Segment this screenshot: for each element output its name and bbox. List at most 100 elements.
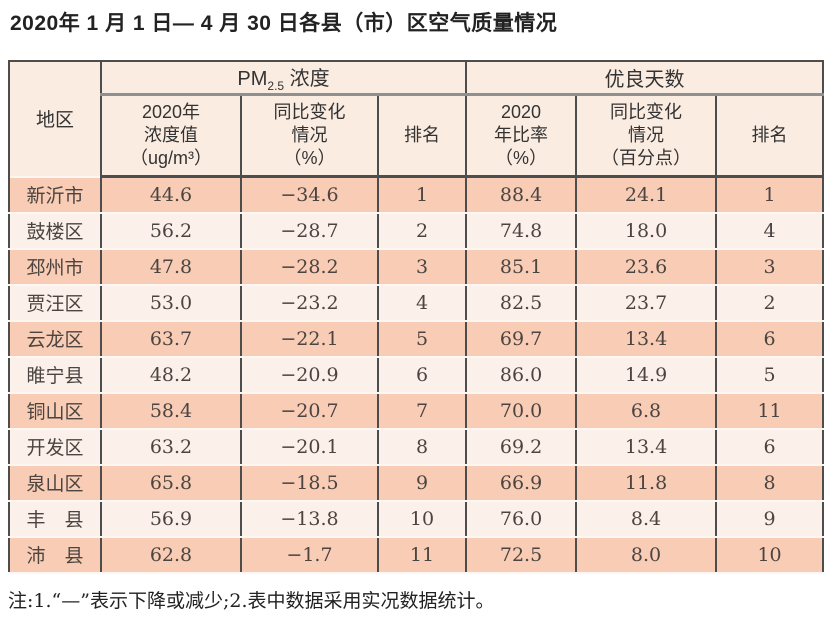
days-change-cell: 23.7 — [575, 283, 718, 322]
days-rate-cell: 66.9 — [465, 463, 578, 502]
days-rate-cell: 88.4 — [465, 175, 578, 214]
pm-change-cell: −28.7 — [240, 211, 379, 250]
pm-rank-cell: 3 — [376, 247, 468, 286]
air-quality-table: 地区 PM2.5 浓度 优良天数 2020年 浓度值 （ug/m³） 同比变化 … — [8, 60, 825, 574]
pm-change-cell: −20.1 — [240, 427, 379, 466]
pm-rank-cell: 9 — [376, 463, 468, 502]
sub-header-row: 2020年 浓度值 （ug/m³） 同比变化 情况 （%） 排名 2020 年比… — [9, 94, 825, 178]
table-row: 睢宁县 48.2 −20.9 6 86.0 14.9 5 — [8, 355, 825, 394]
table-row: 沛 县 62.8 −1.7 11 72.5 8.0 10 — [8, 535, 825, 574]
pm-value-cell: 56.2 — [100, 211, 242, 250]
days-rate-cell: 74.8 — [465, 211, 578, 250]
days-change-cell: 18.0 — [575, 211, 718, 250]
pm-rank-cell: 2 — [376, 211, 468, 250]
region-cell: 丰 县 — [8, 499, 102, 538]
header-pm-change: 同比变化 情况 （%） — [240, 94, 379, 178]
pm-change-cell: −13.8 — [240, 499, 379, 538]
days-rank-cell: 1 — [715, 175, 825, 214]
pm-change-cell: −20.9 — [240, 355, 379, 394]
days-rank-cell: 6 — [715, 427, 825, 466]
days-change-cell: 14.9 — [575, 355, 718, 394]
pm-label-suffix: 浓度 — [289, 68, 330, 90]
pm-rank-cell: 6 — [376, 355, 468, 394]
pm-rank-cell: 5 — [376, 319, 468, 358]
days-rate-cell: 72.5 — [465, 535, 578, 574]
header-days-change: 同比变化 情况 （百分点） — [575, 94, 718, 178]
days-change-cell: 8.4 — [575, 499, 718, 538]
page: 2020年 1 月 1 日— 4 月 30 日各县（市）区空气质量情况 地区 P… — [0, 10, 825, 630]
region-cell: 铜山区 — [8, 391, 102, 430]
header-days-group: 优良天数 — [465, 61, 825, 96]
days-rank-cell: 11 — [715, 391, 825, 430]
days-rate-cell: 69.2 — [465, 427, 578, 466]
days-rank-cell: 9 — [715, 499, 825, 538]
days-change-cell: 23.6 — [575, 247, 718, 286]
pm-change-cell: −28.2 — [240, 247, 379, 286]
header-region: 地区 — [8, 61, 102, 177]
region-cell: 云龙区 — [8, 319, 102, 358]
pm-label-subscript: 2.5 — [267, 79, 285, 93]
table-row: 铜山区 58.4 −20.7 7 70.0 6.8 11 — [8, 391, 825, 430]
days-rate-cell: 76.0 — [465, 499, 578, 538]
days-rank-cell: 2 — [715, 283, 825, 322]
group-header-row: 地区 PM2.5 浓度 优良天数 — [8, 61, 825, 177]
region-cell: 鼓楼区 — [8, 211, 102, 250]
days-rate-cell: 86.0 — [465, 355, 578, 394]
header-days-rank: 排名 — [715, 94, 825, 178]
table-header: 地区 PM2.5 浓度 优良天数 2020年 浓度值 （ug/m³） 同比变化 … — [8, 61, 825, 178]
pm-rank-cell: 1 — [376, 175, 468, 214]
days-change-cell: 11.8 — [575, 463, 718, 502]
table-row: 贾汪区 53.0 −23.2 4 82.5 23.7 2 — [8, 283, 825, 322]
pm-value-cell: 53.0 — [100, 283, 242, 322]
days-rate-cell: 85.1 — [465, 247, 578, 286]
pm-change-cell: −34.6 — [240, 175, 379, 214]
pm-value-cell: 65.8 — [100, 463, 242, 502]
days-change-cell: 13.4 — [575, 319, 718, 358]
days-rate-cell: 70.0 — [465, 391, 578, 430]
table-row: 新沂市 44.6 −34.6 1 88.4 24.1 1 — [8, 175, 825, 214]
pm-rank-cell: 4 — [376, 283, 468, 322]
days-rank-cell: 5 — [715, 355, 825, 394]
pm-change-cell: −23.2 — [240, 283, 379, 322]
table-row: 鼓楼区 56.2 −28.7 2 74.8 18.0 4 — [8, 211, 825, 250]
days-rank-cell: 8 — [715, 463, 825, 502]
table-row: 泉山区 65.8 −18.5 9 66.9 11.8 8 — [8, 463, 825, 502]
header-pm-value: 2020年 浓度值 （ug/m³） — [100, 94, 242, 178]
region-cell: 开发区 — [8, 427, 102, 466]
pm-change-cell: −20.7 — [240, 391, 379, 430]
region-cell: 睢宁县 — [8, 355, 102, 394]
days-rank-cell: 10 — [715, 535, 825, 574]
region-cell: 泉山区 — [8, 463, 102, 502]
table-row: 邳州市 47.8 −28.2 3 85.1 23.6 3 — [8, 247, 825, 286]
pm-rank-cell: 10 — [376, 499, 468, 538]
pm-value-cell: 56.9 — [100, 499, 242, 538]
header-pm-rank: 排名 — [376, 94, 468, 178]
footnote: 注:1.“—”表示下降或减少;2.表中数据采用实况数据统计。 — [8, 589, 495, 612]
region-cell: 沛 县 — [8, 535, 102, 574]
table-row: 开发区 63.2 −20.1 8 69.2 13.4 6 — [8, 427, 825, 466]
days-rate-cell: 69.7 — [465, 319, 578, 358]
days-rate-cell: 82.5 — [465, 283, 578, 322]
pm-rank-cell: 7 — [376, 391, 468, 430]
days-change-cell: 8.0 — [575, 535, 718, 574]
region-cell: 新沂市 — [8, 175, 102, 214]
days-rank-cell: 4 — [715, 211, 825, 250]
table-row: 丰 县 56.9 −13.8 10 76.0 8.4 9 — [8, 499, 825, 538]
pm-value-cell: 48.2 — [100, 355, 242, 394]
page-title: 2020年 1 月 1 日— 4 月 30 日各县（市）区空气质量情况 — [10, 12, 558, 35]
pm-value-cell: 47.8 — [100, 247, 242, 286]
days-rank-cell: 3 — [715, 247, 825, 286]
pm-value-cell: 63.2 — [100, 427, 242, 466]
pm-value-cell: 58.4 — [100, 391, 242, 430]
days-change-cell: 6.8 — [575, 391, 718, 430]
pm-rank-cell: 8 — [376, 427, 468, 466]
region-cell: 贾汪区 — [8, 283, 102, 322]
header-pm-group: PM2.5 浓度 — [99, 61, 468, 96]
pm-change-cell: −1.7 — [240, 535, 379, 574]
pm-rank-cell: 11 — [376, 535, 468, 574]
days-change-cell: 13.4 — [575, 427, 718, 466]
table-row: 云龙区 63.7 −22.1 5 69.7 13.4 6 — [8, 319, 825, 358]
table-body: 新沂市 44.6 −34.6 1 88.4 24.1 1 鼓楼区 56.2 −2… — [8, 175, 825, 574]
pm-value-cell: 63.7 — [100, 319, 242, 358]
region-cell: 邳州市 — [8, 247, 102, 286]
